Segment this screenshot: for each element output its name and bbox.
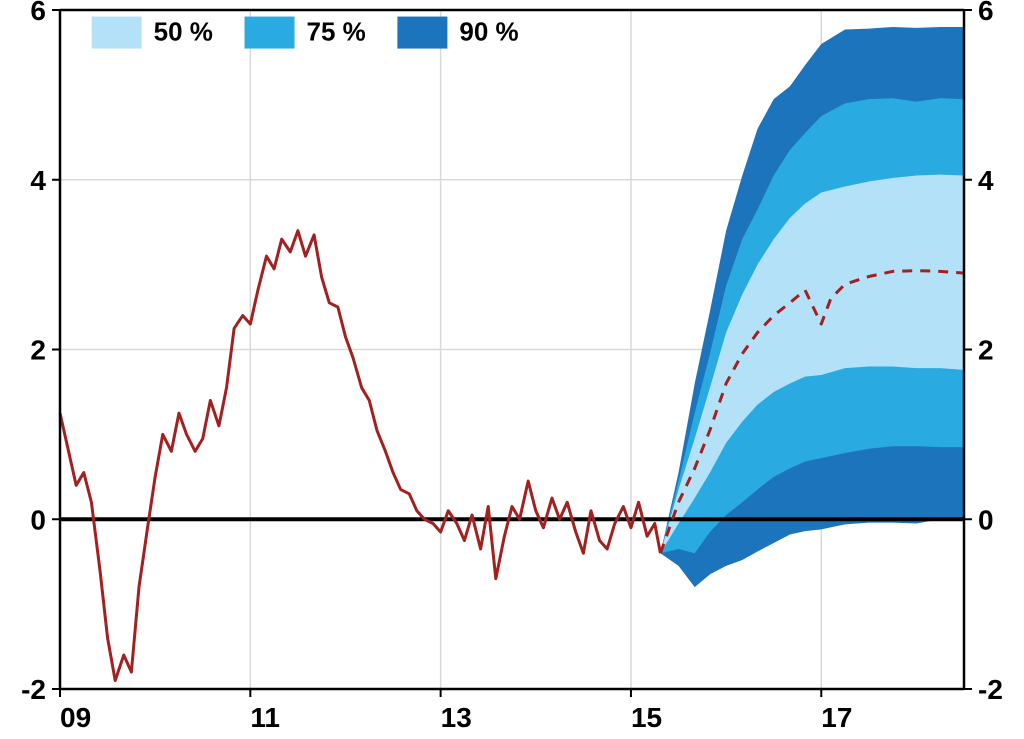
fan-chart: 09 11 13 15 17 -2 -2 0 0 2 2 4 4 6 6 50 % 75 % 90 % [0, 0, 1024, 739]
x-tick-label: 17 [821, 702, 852, 733]
x-tick-label: 09 [60, 702, 91, 733]
x-tick-label: 13 [441, 702, 472, 733]
y-tick-label-left: 0 [30, 504, 46, 535]
x-tick-label: 15 [631, 702, 662, 733]
x-tick-label: 11 [250, 702, 280, 733]
y-tick-label-left: -2 [21, 674, 46, 705]
y-tick-label-right: 4 [978, 165, 994, 196]
y-tick-label-left: 4 [30, 165, 46, 196]
y-tick-label-right: 6 [978, 0, 994, 26]
legend-label: 50 % [154, 17, 213, 47]
chart-svg: 09 11 13 15 17 -2 -2 0 0 2 2 4 4 6 6 50 % 75 % 90 % [0, 0, 1024, 739]
legend-swatch [397, 17, 447, 49]
legend-label: 90 % [459, 17, 518, 47]
legend-swatch [245, 17, 295, 49]
y-tick-label-left: 2 [30, 335, 46, 366]
y-tick-label-right: 2 [978, 335, 994, 366]
y-tick-label-left: 6 [30, 0, 46, 26]
legend-label: 75 % [307, 17, 366, 47]
legend-swatch [92, 17, 142, 49]
y-tick-label-right: -2 [978, 674, 1003, 705]
y-tick-label-right: 0 [978, 504, 994, 535]
